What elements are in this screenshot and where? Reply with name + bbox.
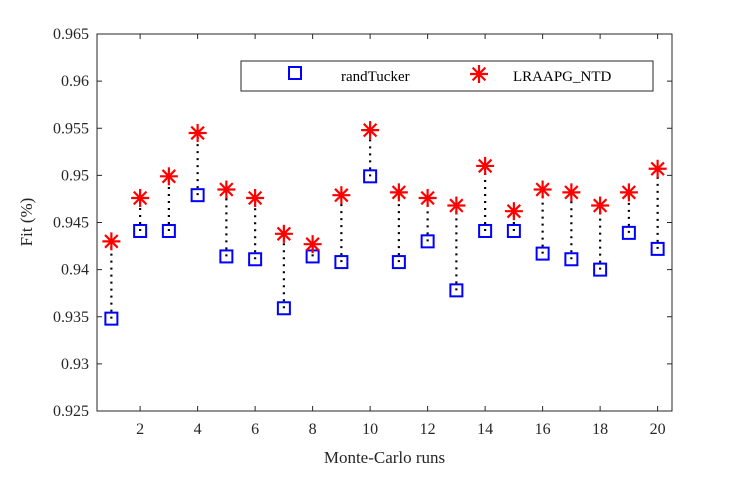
x-tick-label: 8 xyxy=(309,421,317,438)
randtucker-point xyxy=(190,188,205,203)
randtucker-point xyxy=(449,283,464,298)
x-axis-ticks: 2 4 6 8 10 12 14 16 18 20 xyxy=(136,34,666,438)
randtucker-point xyxy=(276,301,291,316)
randtucker-point xyxy=(248,252,263,267)
x-tick-label: 4 xyxy=(194,421,202,438)
randtucker-point xyxy=(104,311,119,326)
randtucker-point xyxy=(133,223,148,238)
legend-box xyxy=(240,60,654,92)
randtucker-point xyxy=(564,252,579,267)
randtucker-point xyxy=(593,262,608,277)
lraapg-ntd-point xyxy=(591,196,610,215)
randtucker-point xyxy=(363,169,378,184)
lraapg-ntd-point xyxy=(418,188,437,207)
legend-star-marker xyxy=(470,65,488,83)
x-axis-title: Monte-Carlo runs xyxy=(324,448,445,467)
lraapg-ntd-point xyxy=(246,188,265,207)
y-axis-ticks: 0.925 0.93 0.935 0.94 0.945 0.95 0.955 0.96 0.96… xyxy=(53,26,672,420)
legend-star-glyph xyxy=(470,65,488,83)
randtucker-point xyxy=(478,223,493,238)
randtucker-point xyxy=(161,223,176,238)
lraapg-ntd-point xyxy=(533,180,552,199)
randtucker-point xyxy=(621,225,636,240)
lraapg-ntd-point xyxy=(274,224,293,243)
y-tick-label: 0.925 xyxy=(53,403,89,420)
x-tick-label: 18 xyxy=(592,421,608,438)
randtucker-markers xyxy=(104,169,665,326)
randtucker-point xyxy=(391,255,406,270)
y-tick-label: 0.96 xyxy=(61,73,89,90)
lraapg-ntd-markers xyxy=(102,121,667,254)
lraapg-ntd-point xyxy=(131,188,150,207)
lraapg-ntd-point xyxy=(476,156,495,175)
x-tick-label: 20 xyxy=(650,421,666,438)
lraapg-ntd-point xyxy=(102,232,121,251)
legend-label-randtucker: randTucker xyxy=(341,69,410,85)
randtucker-point xyxy=(334,255,349,270)
y-tick-label: 0.93 xyxy=(61,356,89,373)
lraapg-ntd-point xyxy=(504,202,523,221)
legend: randTucker LRAAPG_NTD xyxy=(240,60,654,92)
y-tick-label: 0.935 xyxy=(53,309,89,326)
y-tick-label: 0.94 xyxy=(61,262,89,279)
randtucker-point xyxy=(420,234,435,249)
legend-square-marker xyxy=(288,66,302,80)
plot-area xyxy=(97,34,672,411)
y-axis-title: Fit (%) xyxy=(17,198,36,247)
legend-label-lraapg-ntd: LRAAPG_NTD xyxy=(513,69,612,85)
x-tick-label: 12 xyxy=(420,421,436,438)
lraapg-ntd-point xyxy=(562,183,581,202)
y-tick-label: 0.955 xyxy=(53,120,89,137)
lraapg-ntd-point xyxy=(217,180,236,199)
randtucker-point xyxy=(219,249,234,264)
y-tick-label: 0.945 xyxy=(53,215,89,232)
lraapg-ntd-point xyxy=(389,183,408,202)
lraapg-ntd-point xyxy=(619,183,638,202)
x-tick-label: 2 xyxy=(136,421,144,438)
lraapg-ntd-point xyxy=(648,159,667,178)
x-tick-label: 10 xyxy=(362,421,378,438)
lraapg-ntd-point xyxy=(332,186,351,205)
lraapg-ntd-point xyxy=(188,123,207,142)
y-tick-label: 0.965 xyxy=(53,26,89,43)
lraapg-ntd-point xyxy=(447,196,466,215)
lraapg-ntd-point xyxy=(159,167,178,186)
randtucker-point xyxy=(506,223,521,238)
x-tick-label: 16 xyxy=(535,421,551,438)
x-tick-label: 6 xyxy=(251,421,259,438)
randtucker-point xyxy=(650,241,665,256)
y-tick-label: 0.95 xyxy=(61,167,89,184)
randtucker-point xyxy=(535,246,550,261)
lraapg-ntd-point xyxy=(361,121,380,140)
x-tick-label: 14 xyxy=(477,421,493,438)
lraapg-ntd-point xyxy=(303,235,322,254)
